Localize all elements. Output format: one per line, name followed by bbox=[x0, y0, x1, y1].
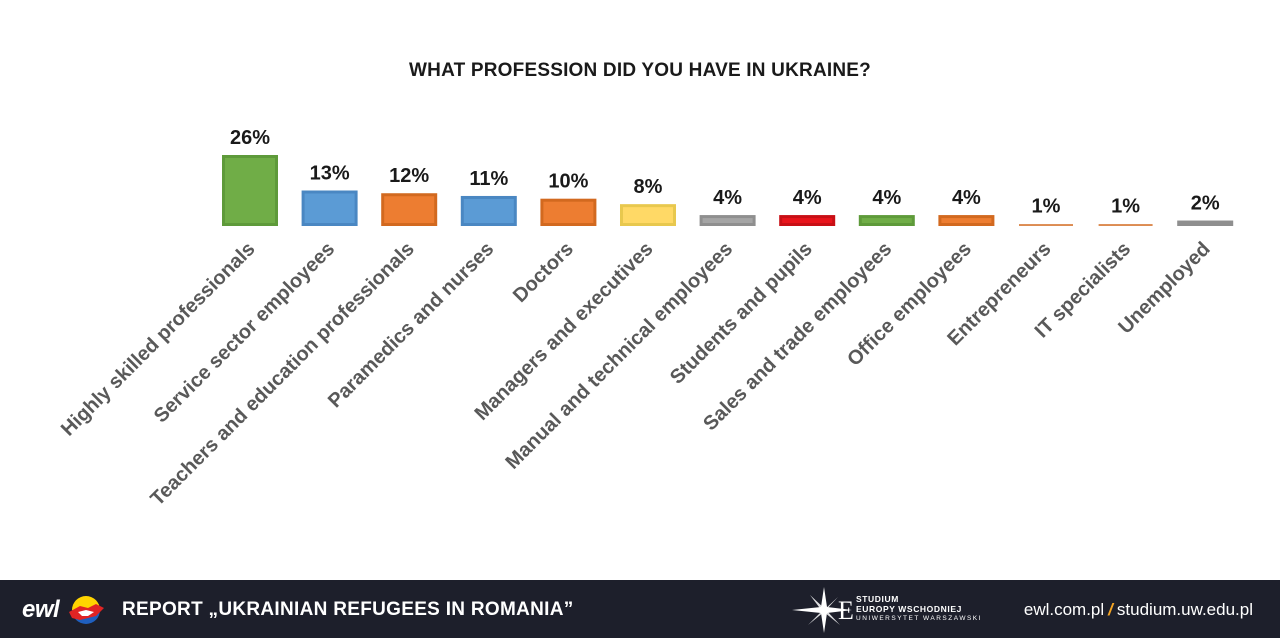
data-label-11: 1% bbox=[1032, 195, 1061, 217]
studium-text: STUDIUM EUROPY WSCHODNIEJ UNIWERSYTET WA… bbox=[856, 594, 982, 624]
bar-13 bbox=[1177, 220, 1234, 227]
data-label-9: 4% bbox=[872, 187, 901, 209]
site-link-ewl[interactable]: ewl.com.pl bbox=[1023, 600, 1105, 619]
studium-logo[interactable]: E STUDIUM EUROPY WSCHODNIEJ UNIWERSYTET … bbox=[790, 585, 990, 635]
bar-10 bbox=[938, 215, 995, 226]
data-label-1: 26% bbox=[230, 127, 270, 149]
report-title: REPORT „UKRAINIAN REFUGEES IN ROMANIA” bbox=[122, 599, 574, 620]
bar-5 bbox=[540, 198, 597, 226]
studium-line-2: EUROPY WSCHODNIEJ bbox=[856, 603, 962, 614]
data-label-12: 1% bbox=[1111, 195, 1140, 217]
chart-title: WHAT PROFESSION DID YOU HAVE IN UKRAINE? bbox=[409, 60, 871, 81]
separator-slash: / bbox=[1108, 600, 1113, 619]
bar-6 bbox=[620, 204, 676, 226]
category-label-4: Paramedics and nurses bbox=[324, 238, 498, 412]
bar-3 bbox=[381, 193, 438, 227]
data-label-3: 12% bbox=[389, 165, 429, 187]
bar-chart: 26%Highly skilled professionals13%Servic… bbox=[57, 127, 1234, 510]
data-label-13: 2% bbox=[1191, 193, 1220, 215]
bar-4 bbox=[460, 195, 517, 226]
ewl-logo[interactable]: ewl bbox=[22, 592, 106, 628]
data-label-8: 4% bbox=[793, 187, 822, 209]
bar-1 bbox=[222, 155, 278, 226]
data-label-6: 8% bbox=[634, 176, 663, 198]
data-label-7: 4% bbox=[713, 187, 742, 209]
ewl-logo-text: ewl bbox=[22, 596, 60, 623]
footer-links: ewl.com.pl / studium.uw.edu.pl bbox=[1024, 600, 1253, 620]
bar-9 bbox=[858, 215, 915, 226]
bar-11 bbox=[1019, 224, 1073, 226]
bar-12 bbox=[1098, 224, 1153, 226]
category-label-5: Doctors bbox=[509, 238, 578, 307]
category-label-8: Students and pupils bbox=[666, 238, 817, 389]
handshake-icon bbox=[69, 596, 104, 624]
studium-line-3: UNIWERSYTET WARSZAWSKI bbox=[856, 615, 982, 622]
data-label-2: 13% bbox=[310, 163, 350, 185]
star-icon: E bbox=[792, 587, 854, 633]
footer-bar: ewl REPORT „UKRAINIAN REFUGEES IN ROMANI… bbox=[0, 580, 1280, 638]
bar-2 bbox=[301, 190, 358, 226]
site-link-studium[interactable]: studium.uw.edu.pl bbox=[1116, 600, 1253, 619]
studium-line-1: STUDIUM bbox=[856, 594, 899, 604]
bar-8 bbox=[779, 215, 836, 226]
data-label-10: 4% bbox=[952, 187, 981, 209]
bar-7 bbox=[699, 215, 756, 226]
data-label-5: 10% bbox=[548, 171, 588, 193]
svg-text:E: E bbox=[838, 596, 854, 625]
data-label-4: 11% bbox=[469, 168, 508, 190]
